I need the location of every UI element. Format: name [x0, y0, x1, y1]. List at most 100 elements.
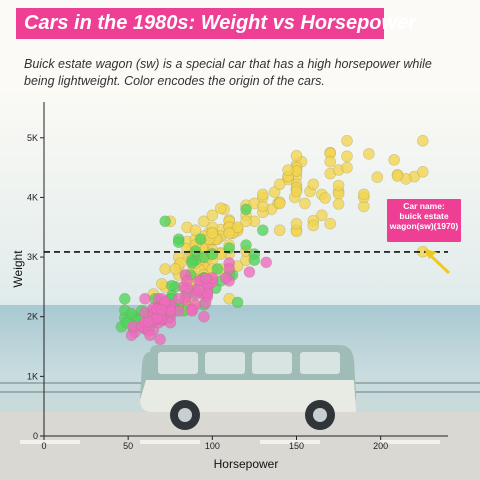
annotation-box: [387, 199, 461, 242]
y-tick-label: 0: [33, 431, 38, 441]
scatter-point: [299, 197, 311, 210]
y-axis-title: Weight: [11, 250, 25, 288]
scatter-point: [273, 197, 286, 210]
scatter-point: [172, 292, 185, 305]
scatter-point: [172, 236, 185, 248]
scatter-point: [119, 292, 131, 305]
scatter-point: [357, 188, 370, 201]
scatter-point: [307, 219, 320, 232]
scatter-point: [193, 284, 205, 296]
annotation-label: Car name: buick estate wagon(sw)(1970): [389, 201, 459, 231]
scatter-point: [248, 254, 261, 266]
scatter-point: [166, 279, 178, 292]
van-illustration: [140, 345, 356, 430]
scatter-point: [256, 200, 269, 213]
road-stripes: [20, 440, 440, 444]
scatter-point: [198, 215, 210, 228]
scatter-point: [315, 209, 328, 222]
scatter-point: [416, 166, 429, 178]
x-axis-title: Horsepower: [214, 457, 279, 471]
scatter-point: [307, 178, 320, 191]
x-tick-label: 200: [373, 441, 388, 451]
scatter-point: [363, 148, 375, 160]
scatter-point: [319, 192, 331, 204]
scatter-point: [199, 297, 212, 309]
y-tick-label: 1K: [27, 371, 38, 381]
scatter-point: [144, 329, 156, 342]
scatter-point: [198, 310, 210, 323]
scatter-point: [273, 178, 286, 191]
scatter-point: [169, 263, 182, 275]
x-axis: 0 50 100 150 200 Horsepower: [41, 435, 448, 471]
chart-subtitle: Buick estate wagon (sw) is a special car…: [24, 57, 432, 88]
scatter-point: [156, 303, 168, 316]
scatter-point: [243, 266, 256, 278]
scatter-point: [189, 245, 202, 257]
scatter-point: [273, 224, 286, 236]
scatter-point: [332, 179, 345, 192]
annotation-line: wagon(sw)(1970): [389, 221, 459, 231]
scatter-point: [290, 185, 303, 198]
scatter-point: [391, 170, 404, 182]
scatter-point: [240, 215, 252, 228]
scatter-point: [199, 272, 212, 285]
y-tick-label: 2K: [27, 312, 38, 322]
scatter-point: [206, 209, 219, 222]
scatter-point: [324, 217, 337, 230]
scatter-point: [341, 161, 353, 174]
scatter-point: [416, 135, 429, 147]
y-tick-label: 4K: [27, 192, 38, 202]
scatter-point: [388, 154, 400, 166]
annotation-line: buick estate: [399, 211, 448, 221]
scatter-point: [154, 333, 166, 346]
scatter-point: [268, 186, 281, 198]
scatter-point: [240, 203, 252, 216]
scatter-point: [231, 296, 244, 309]
scatter-point: [223, 227, 235, 239]
background-scene: [0, 90, 480, 480]
scatter-point: [156, 278, 168, 290]
scatter-point: [324, 155, 337, 168]
scatter-point: [332, 198, 345, 210]
scatter-point: [206, 227, 219, 239]
scatter-point: [125, 307, 138, 320]
scatter-point: [139, 292, 151, 305]
scatter-point: [186, 257, 198, 269]
x-tick-label: 50: [123, 441, 133, 451]
scatter-point: [189, 224, 202, 236]
scatter-point: [220, 272, 232, 284]
y-axis: 0 1K 2K 3K 4K 5K Weight: [11, 102, 45, 441]
scatter-point: [341, 150, 353, 163]
scatter-point: [341, 135, 353, 147]
y-tick-label: 3K: [27, 252, 38, 262]
scatter-point: [159, 215, 171, 228]
scatter-point: [211, 263, 224, 275]
scatter-point: [290, 217, 303, 230]
plot-points: [115, 135, 429, 346]
scatter-point: [215, 202, 227, 214]
scatter-point: [256, 188, 269, 201]
chart-title: Cars in the 1980s: Weight vs Horsepower: [16, 8, 416, 39]
scatter-point: [186, 304, 198, 317]
x-tick-label: 0: [41, 441, 46, 451]
scatter-point: [194, 233, 207, 245]
scatter-point: [223, 242, 235, 254]
x-tick-label: 100: [205, 441, 220, 451]
scatter-point: [282, 164, 294, 176]
scatter-point: [206, 248, 219, 260]
annotation: Car name: buick estate wagon(sw)(1970): [387, 199, 461, 275]
scatter-point: [371, 171, 384, 183]
annotation-line: Car name:: [403, 201, 445, 211]
road: [0, 412, 480, 480]
scatter-point: [260, 256, 273, 269]
scatter-point: [256, 224, 269, 236]
scatter-point: [290, 149, 303, 162]
y-tick-label: 5K: [27, 133, 38, 143]
scatter-point: [159, 263, 171, 275]
scatter-point: [142, 315, 155, 328]
scatter-point: [231, 221, 244, 234]
scatter-point: [181, 275, 193, 287]
x-tick-label: 150: [289, 441, 304, 451]
annotation-arrow: [428, 253, 451, 275]
